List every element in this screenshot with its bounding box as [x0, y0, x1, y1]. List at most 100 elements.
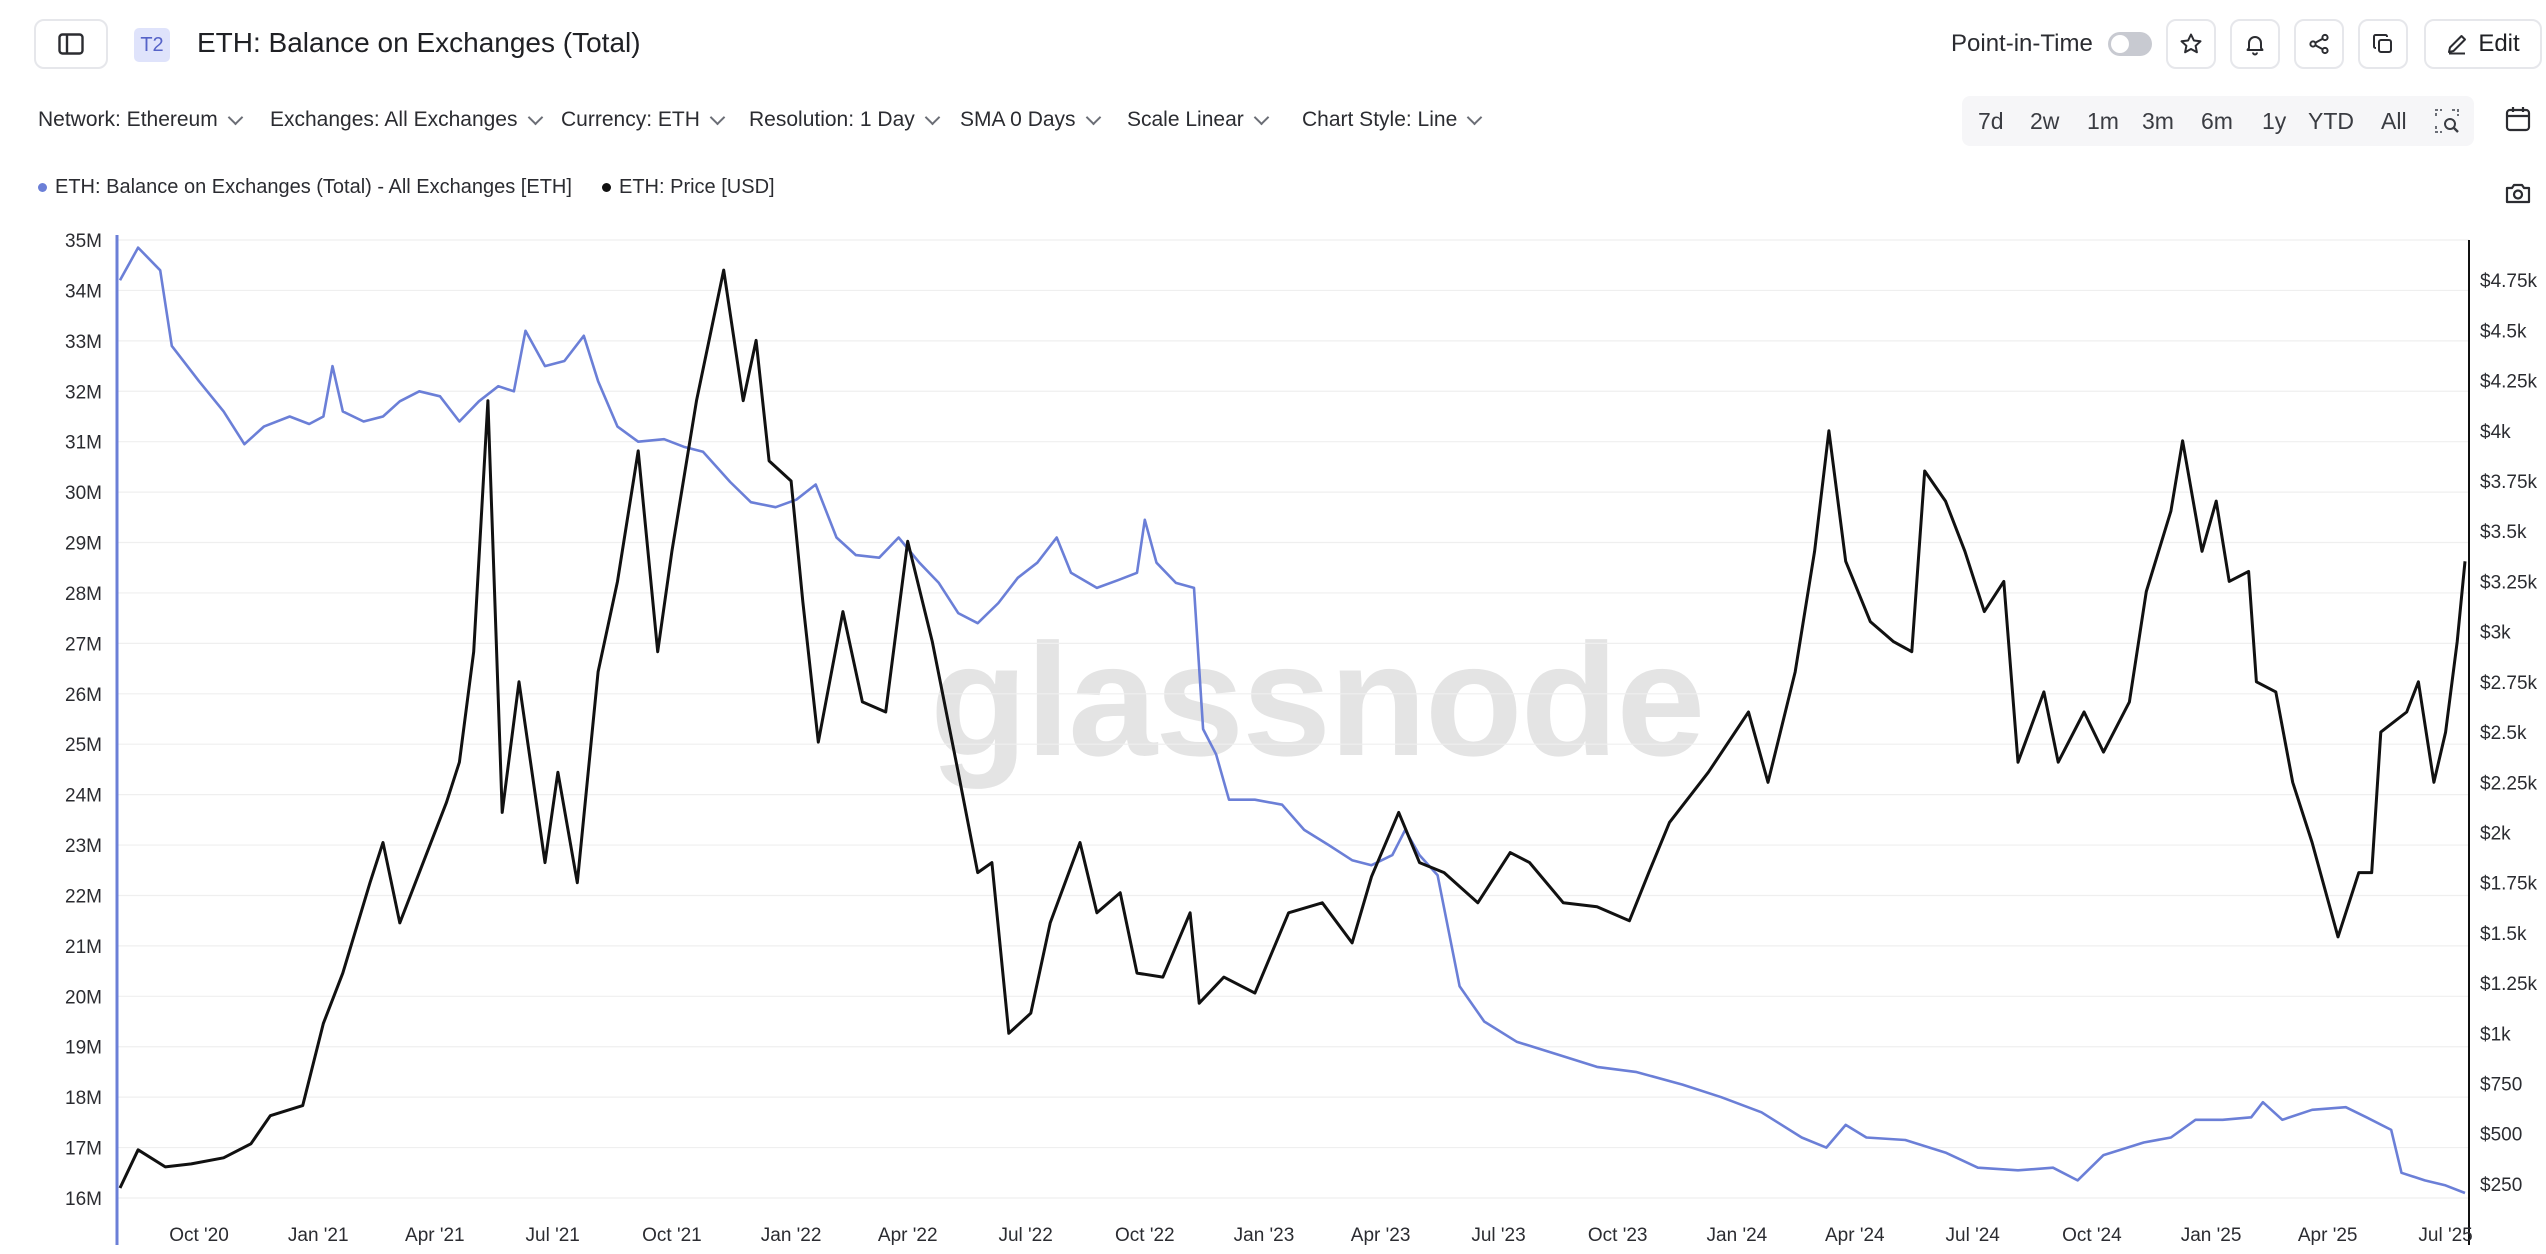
range-all[interactable]: All: [2381, 108, 2407, 134]
bell-icon: [2246, 36, 2264, 56]
filter-scale[interactable]: Scale Linear: [1127, 108, 1270, 132]
legend-balance-swatch: [38, 183, 47, 192]
edit-label: Edit: [2478, 30, 2520, 57]
left-axis-tick-label: 27M: [65, 634, 102, 655]
filter-scale-label: Scale Linear: [1127, 108, 1244, 131]
x-axis-tick-label: Jan '21: [288, 1225, 349, 1246]
left-axis-tick-label: 33M: [65, 332, 102, 353]
legend-balance[interactable]: ETH: Balance on Exchanges (Total) - All …: [38, 176, 572, 199]
x-axis-tick-label: Jan '24: [1707, 1225, 1768, 1246]
left-axis-tick-label: 22M: [65, 886, 102, 907]
left-axis-tick-label: 21M: [65, 937, 102, 958]
left-axis-tick-label: 25M: [65, 735, 102, 756]
legend-price[interactable]: ETH: Price [USD]: [602, 176, 775, 199]
left-axis-tick-label: 35M: [65, 231, 102, 252]
x-axis-tick-label: Oct '23: [1588, 1225, 1648, 1246]
right-axis-tick-label: $3k: [2480, 623, 2511, 644]
glassnode-watermark: glassnode: [930, 610, 1705, 789]
star-icon: [2180, 33, 2202, 54]
filter-network-label: Network: Ethereum: [38, 108, 218, 131]
right-axis-tick-label: $500: [2480, 1125, 2522, 1146]
legend-price-label: ETH: Price [USD]: [619, 176, 775, 198]
x-axis-tick-label: Jul '24: [1946, 1225, 2001, 1246]
filter-sma-label: SMA 0 Days: [960, 108, 1076, 131]
left-axis-tick-label: 19M: [65, 1038, 102, 1059]
tier-badge: T2: [134, 28, 170, 62]
right-axis-tick-label: $750: [2480, 1075, 2522, 1096]
copy-icon: [2373, 34, 2392, 53]
sidebar-toggle-icon: [58, 33, 84, 55]
left-axis-tick-label: 32M: [65, 382, 102, 403]
right-axis-tick-label: $3.75k: [2480, 472, 2538, 493]
filter-network[interactable]: Network: Ethereum: [38, 108, 244, 132]
chart-grid: [117, 239, 2469, 1199]
right-axis-tick-label: $2.75k: [2480, 673, 2538, 694]
filter-exchanges-label: Exchanges: All Exchanges: [270, 108, 518, 131]
right-axis-tick-label: $3.25k: [2480, 572, 2538, 593]
x-axis-tick-label: Jul '21: [526, 1225, 580, 1246]
zoom-select-icon[interactable]: [2434, 108, 2460, 134]
x-axis-tick-label: Jan '23: [1234, 1225, 1295, 1246]
x-axis-labels: Oct '20 Jan '21 Apr '21 Jul '21 Oct '21 Jan '…: [169, 1225, 2473, 1246]
calendar-icon[interactable]: [2505, 106, 2531, 132]
left-axis-tick-label: 29M: [65, 534, 102, 555]
left-axis-tick-label: 34M: [65, 281, 102, 302]
filter-resolution[interactable]: Resolution: 1 Day: [749, 108, 941, 132]
edit-button[interactable]: Edit: [2424, 19, 2542, 69]
pencil-icon: [2448, 35, 2467, 55]
filter-chart-style[interactable]: Chart Style: Line: [1302, 108, 1483, 132]
filter-currency-label: Currency: ETH: [561, 108, 700, 131]
range-6m[interactable]: 6m: [2201, 108, 2233, 134]
point-in-time-toggle[interactable]: [2108, 32, 2152, 56]
x-axis-tick-label: Jul '25: [2418, 1225, 2472, 1246]
right-axis-tick-label: $2.25k: [2480, 773, 2538, 794]
x-axis-tick-label: Apr '22: [878, 1225, 938, 1246]
left-axis-tick-label: 28M: [65, 584, 102, 605]
right-axis-tick-label: $1.25k: [2480, 974, 2538, 995]
right-axis-tick-label: $3.5k: [2480, 522, 2527, 543]
x-axis-tick-label: Oct '22: [1115, 1225, 1175, 1246]
x-axis-tick-label: Oct '24: [2062, 1225, 2122, 1246]
camera-icon[interactable]: [2505, 182, 2531, 204]
filter-resolution-label: Resolution: 1 Day: [749, 108, 915, 131]
left-axis-tick-label: 20M: [65, 987, 102, 1008]
left-axis-tick-label: 16M: [65, 1189, 102, 1210]
filter-exchanges[interactable]: Exchanges: All Exchanges: [270, 108, 543, 132]
range-ytd[interactable]: YTD: [2308, 108, 2354, 134]
range-7d[interactable]: 7d: [1978, 108, 2004, 134]
x-axis-tick-label: Apr '24: [1825, 1225, 1885, 1246]
x-axis-tick-label: Apr '21: [405, 1225, 465, 1246]
left-axis-tick-label: 18M: [65, 1088, 102, 1109]
range-3m[interactable]: 3m: [2142, 108, 2174, 134]
right-axis-tick-label: $1k: [2480, 1024, 2511, 1045]
x-axis-tick-label: Oct '20: [169, 1225, 229, 1246]
sidebar-toggle-button[interactable]: [34, 19, 108, 69]
right-axis-tick-label: $250: [2480, 1175, 2522, 1196]
left-axis-tick-label: 23M: [65, 836, 102, 857]
x-axis-tick-label: Apr '23: [1351, 1225, 1411, 1246]
right-axis-tick-label: $4.25k: [2480, 372, 2538, 393]
filter-sma[interactable]: SMA 0 Days: [960, 108, 1101, 132]
favorite-button[interactable]: [2166, 19, 2216, 69]
x-axis-tick-label: Oct '21: [642, 1225, 702, 1246]
share-button[interactable]: [2294, 19, 2344, 69]
range-1y[interactable]: 1y: [2262, 108, 2287, 134]
duplicate-button[interactable]: [2358, 19, 2408, 69]
price-series-line: [118, 268, 2467, 1189]
filter-currency[interactable]: Currency: ETH: [561, 108, 726, 132]
range-1m[interactable]: 1m: [2087, 108, 2119, 134]
x-axis-tick-label: Jan '22: [761, 1225, 822, 1246]
x-axis-tick-label: Jan '25: [2181, 1225, 2242, 1246]
point-in-time-label: Point-in-Time: [1951, 30, 2093, 57]
left-axis-tick-label: 31M: [65, 433, 102, 454]
range-selector: [1962, 96, 2474, 146]
right-axis-tick-label: $1.5k: [2480, 924, 2527, 945]
right-axis-tick-label: $4.5k: [2480, 321, 2527, 342]
right-axis-tick-label: $1.75k: [2480, 874, 2538, 895]
right-axis-labels: $250 $500 $750 $1k $1.25k $1.5k $1.75k $2k $2.25…: [2480, 271, 2538, 1196]
alert-button[interactable]: [2230, 19, 2280, 69]
share-icon: [2309, 33, 2329, 55]
filter-chart-style-label: Chart Style: Line: [1302, 108, 1458, 131]
range-2w[interactable]: 2w: [2030, 108, 2060, 134]
